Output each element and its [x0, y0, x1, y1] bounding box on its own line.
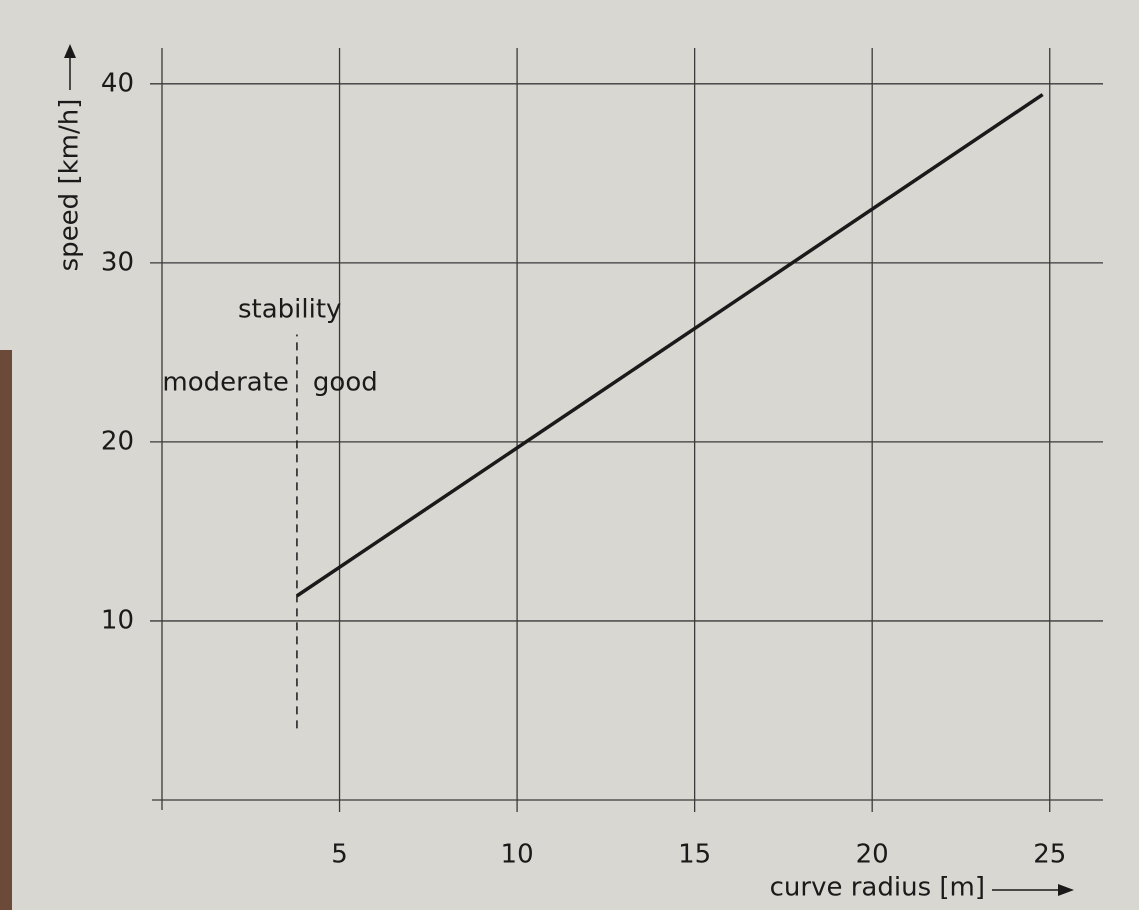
x-tick-label: 15: [678, 840, 711, 870]
y-tick-label: 40: [101, 68, 134, 98]
x-tick-label: 20: [856, 840, 889, 870]
annotation-title: stability: [238, 295, 341, 325]
annotation-right: good: [313, 368, 378, 398]
y-tick-label: 10: [101, 605, 134, 635]
annotation-left: moderate: [162, 368, 289, 398]
x-axis-label: curve radius [m]: [770, 873, 985, 903]
photo-edge: [0, 350, 12, 910]
y-tick-label: 20: [101, 426, 134, 456]
chart: speed [km/h] curve radius [m] 10 20 30 40 5 1…: [0, 0, 1139, 910]
x-tick-label: 25: [1033, 840, 1066, 870]
background: [0, 0, 1139, 910]
page: {"chart_data": {"type": "line", "x_label…: [0, 0, 1139, 910]
x-tick-label: 10: [501, 840, 534, 870]
y-tick-label: 30: [101, 247, 134, 277]
x-tick-label: 5: [331, 840, 348, 870]
y-axis-label: speed [km/h]: [55, 99, 85, 272]
